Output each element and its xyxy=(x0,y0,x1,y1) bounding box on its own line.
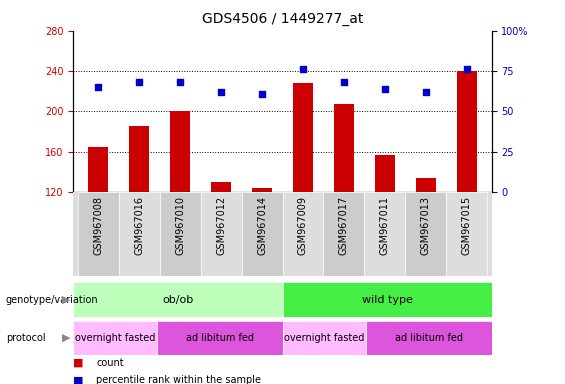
Point xyxy=(340,79,349,85)
Text: ob/ob: ob/ob xyxy=(162,295,194,305)
Text: overnight fasted: overnight fasted xyxy=(284,333,364,343)
Bar xyxy=(129,126,149,192)
Bar xyxy=(375,155,396,192)
Text: ■: ■ xyxy=(73,375,84,384)
Bar xyxy=(457,71,477,192)
Bar xyxy=(170,111,190,192)
Text: GDS4506 / 1449277_at: GDS4506 / 1449277_at xyxy=(202,12,363,25)
Text: GSM967013: GSM967013 xyxy=(421,196,431,255)
Text: wild type: wild type xyxy=(362,295,412,305)
Point xyxy=(216,89,225,95)
Point xyxy=(258,91,267,97)
Text: GSM967009: GSM967009 xyxy=(298,196,308,255)
Text: GSM967017: GSM967017 xyxy=(339,196,349,255)
Text: GSM967012: GSM967012 xyxy=(216,196,226,255)
Bar xyxy=(73,282,282,317)
Point xyxy=(421,89,431,95)
Text: protocol: protocol xyxy=(6,333,45,343)
Text: overnight fasted: overnight fasted xyxy=(75,333,155,343)
Bar xyxy=(157,321,282,355)
Bar xyxy=(366,321,492,355)
Text: ad libitum fed: ad libitum fed xyxy=(186,333,254,343)
Bar xyxy=(211,182,231,192)
Text: GSM967010: GSM967010 xyxy=(175,196,185,255)
Bar xyxy=(364,192,406,276)
Text: GSM967008: GSM967008 xyxy=(93,196,103,255)
Point xyxy=(380,86,389,92)
Bar xyxy=(293,83,313,192)
Point xyxy=(134,79,144,85)
Bar xyxy=(282,282,492,317)
Bar xyxy=(406,192,446,276)
Bar xyxy=(282,192,324,276)
Bar xyxy=(252,188,272,192)
Text: GSM967011: GSM967011 xyxy=(380,196,390,255)
Point xyxy=(176,79,185,85)
Bar xyxy=(334,104,354,192)
Text: count: count xyxy=(96,358,124,368)
Text: GSM967016: GSM967016 xyxy=(134,196,144,255)
Bar xyxy=(282,321,366,355)
Bar xyxy=(73,321,157,355)
Point xyxy=(462,66,471,73)
Bar xyxy=(88,147,108,192)
Text: ad libitum fed: ad libitum fed xyxy=(395,333,463,343)
Text: ▶: ▶ xyxy=(62,295,71,305)
Bar xyxy=(159,192,201,276)
Text: ▶: ▶ xyxy=(62,333,71,343)
Point xyxy=(94,84,103,90)
Bar xyxy=(201,192,241,276)
Text: GSM967015: GSM967015 xyxy=(462,196,472,255)
Text: GSM967014: GSM967014 xyxy=(257,196,267,255)
Point xyxy=(298,66,307,73)
Text: percentile rank within the sample: percentile rank within the sample xyxy=(96,375,261,384)
Text: ■: ■ xyxy=(73,358,84,368)
Bar xyxy=(241,192,282,276)
Bar xyxy=(119,192,159,276)
Bar xyxy=(446,192,488,276)
Text: genotype/variation: genotype/variation xyxy=(6,295,98,305)
Bar xyxy=(77,192,119,276)
Bar xyxy=(324,192,364,276)
Bar xyxy=(416,178,436,192)
